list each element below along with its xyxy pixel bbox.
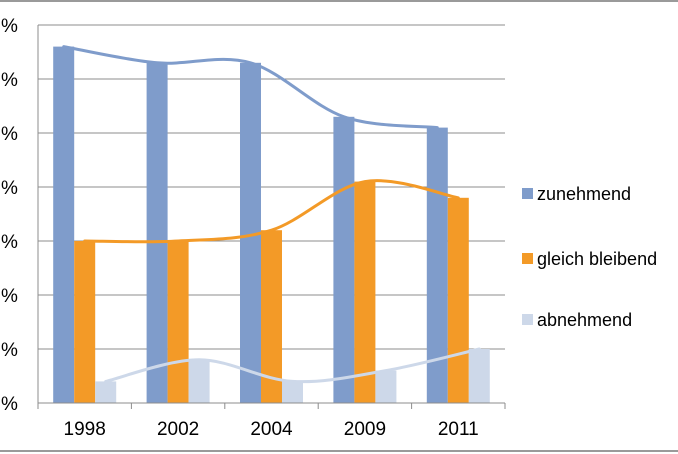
- bars: [53, 46, 490, 404]
- y-tick-label: %: [1, 232, 18, 253]
- legend-label: abnehmend: [537, 310, 632, 330]
- bar: [261, 230, 282, 403]
- y-tick-label: %: [1, 70, 18, 91]
- bar: [426, 127, 448, 403]
- bar: [333, 116, 355, 404]
- trend-curve: [83, 179, 460, 244]
- y-tick-label: %: [1, 394, 18, 415]
- legend-swatch: [522, 188, 533, 199]
- bar: [74, 241, 96, 403]
- trend-curve: [104, 347, 481, 384]
- x-tick-label: 1998: [64, 419, 106, 440]
- bar: [240, 62, 261, 404]
- bar: [53, 46, 75, 403]
- y-tick-label: %: [1, 178, 18, 199]
- legend-label: zunehmend: [537, 184, 631, 204]
- y-tick-label: %: [1, 124, 18, 145]
- bar: [447, 197, 469, 403]
- trend-curve: [62, 45, 439, 130]
- bar: [354, 181, 376, 403]
- x-tick-label: 2004: [250, 419, 293, 440]
- y-tick-label: %: [1, 286, 18, 307]
- bar: [188, 359, 210, 403]
- legend-label: gleich bleibend: [537, 249, 657, 269]
- bar: [468, 349, 490, 403]
- bar: [95, 381, 117, 403]
- bar: [146, 62, 168, 404]
- trend-curves: [62, 45, 481, 384]
- legend: zunehmend gleich bleibend abnehmend: [522, 184, 657, 330]
- x-tick-label: 2002: [157, 419, 199, 440]
- bar: [167, 241, 189, 403]
- axes: %%%%%%%% 1998 2002 2004 2009 2011: [1, 16, 506, 440]
- bar: [282, 381, 303, 403]
- x-tick-label: 2009: [344, 419, 386, 440]
- x-tick-label: 2011: [438, 419, 479, 440]
- y-tick-label: %: [1, 16, 18, 37]
- legend-swatch: [522, 314, 533, 325]
- legend-swatch: [522, 253, 533, 264]
- y-tick-label: %: [1, 340, 18, 361]
- bar: [375, 370, 397, 403]
